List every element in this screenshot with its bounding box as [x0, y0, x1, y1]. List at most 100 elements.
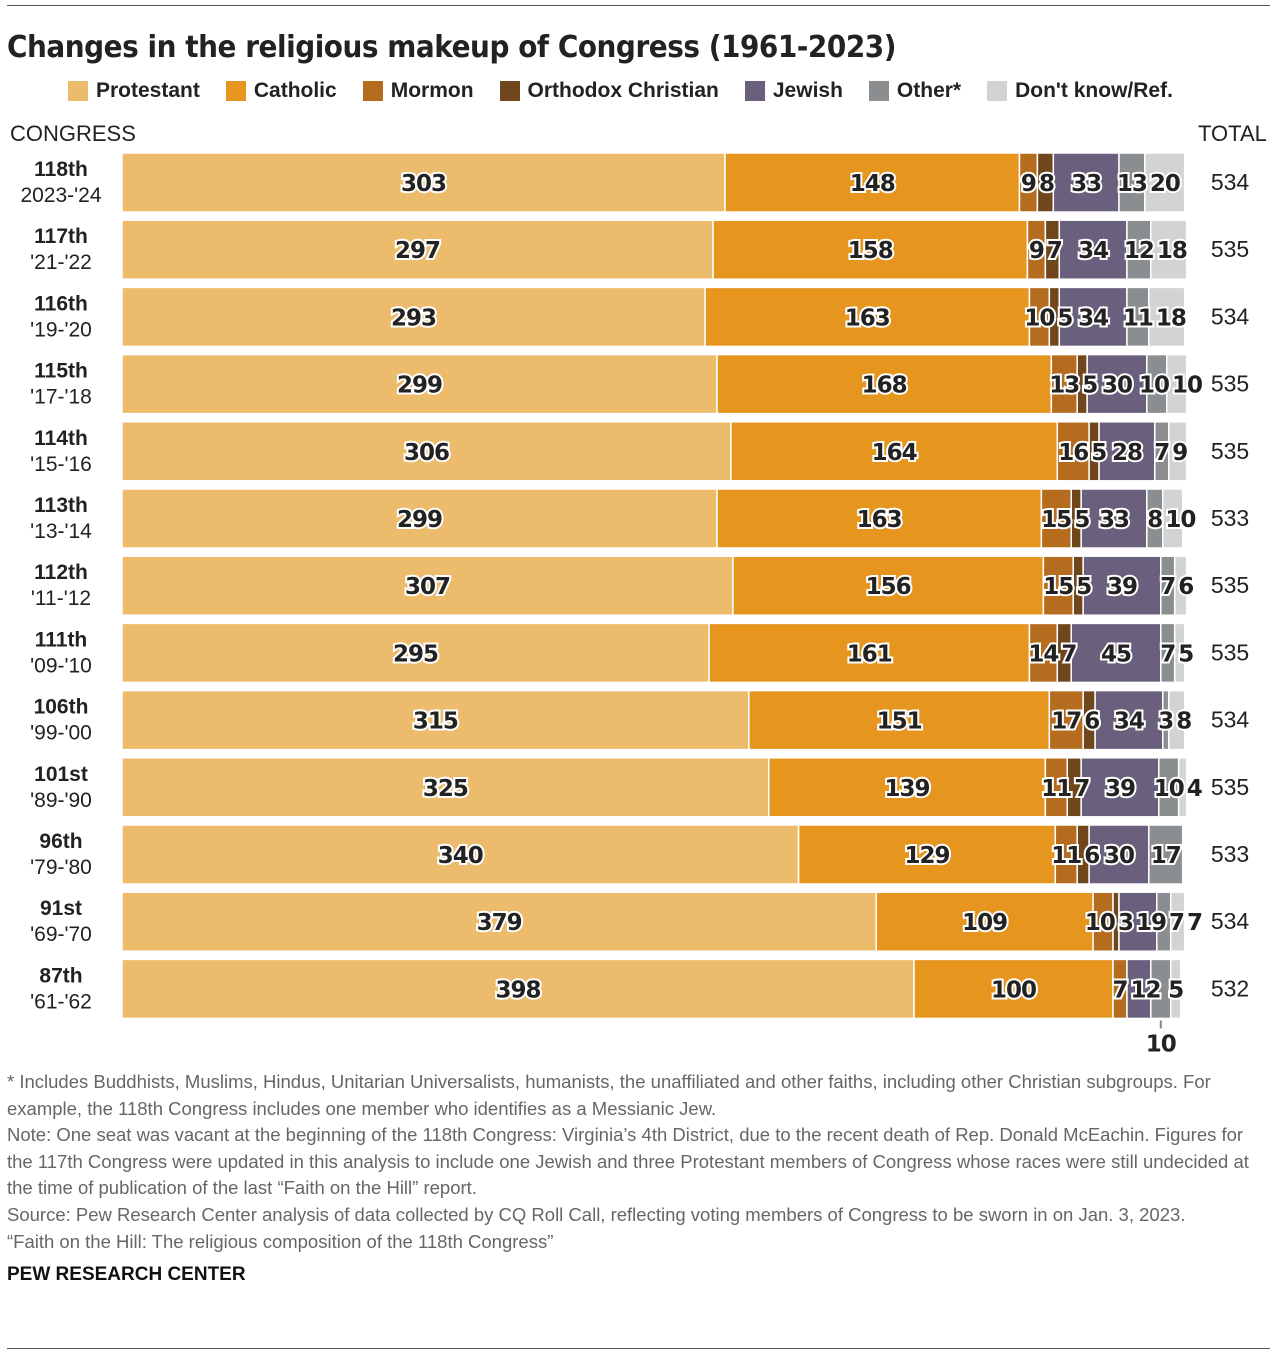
legend-item: Jewish [744, 79, 843, 103]
congress-label: 116th [34, 292, 88, 315]
congress-label: 91st [40, 897, 82, 920]
data-label: 7 [1160, 574, 1175, 600]
callout-label: 10 [1146, 1031, 1176, 1057]
data-label: 6 [1178, 574, 1193, 600]
data-label: 14 [1028, 641, 1058, 667]
data-label: 7 [1061, 641, 1076, 667]
legend-swatch [868, 81, 889, 101]
bar-segment [1058, 219, 1128, 280]
bar-segment [797, 824, 1057, 885]
footer: * Includes Buddhists, Muslims, Hindus, U… [7, 1069, 1269, 1287]
legend-label: Jewish [772, 79, 843, 102]
years-label: '11-'12 [31, 587, 91, 610]
data-label: 8 [1147, 507, 1162, 533]
data-label: 398 [496, 977, 541, 1003]
years-label: '19-'20 [30, 318, 92, 341]
legend-label: Mormon [390, 79, 474, 102]
data-label: 295 [393, 641, 438, 667]
legend: Protestant Catholic Mormon Orthodox Christi… [68, 79, 1173, 103]
years-label: '61-'62 [30, 990, 92, 1013]
total-label: 535 [1211, 572, 1249, 598]
bar-segment [121, 286, 706, 348]
bar-segment [1173, 555, 1188, 616]
bar-segment [1052, 152, 1120, 213]
footnote-note: Note: One seat was vacant at the beginni… [7, 1124, 1249, 1199]
years-label: '09-'10 [30, 654, 92, 677]
total-label: 532 [1211, 975, 1249, 1001]
top-rule [7, 5, 1270, 6]
data-label: 18 [1157, 238, 1187, 264]
data-label: 5 [1057, 305, 1072, 331]
years-label: '69-'70 [30, 923, 92, 946]
data-label: 10 [1024, 305, 1054, 331]
footnotes: * Includes Buddhists, Muslims, Hindus, U… [7, 1069, 1269, 1255]
bar-segment [121, 219, 714, 280]
congress-label: 115th [34, 360, 88, 383]
data-label: 45 [1101, 641, 1131, 667]
legend-item: Mormon [362, 79, 474, 103]
congress-label: 117th [34, 225, 88, 248]
data-label: 34 [1078, 238, 1108, 264]
data-label: 10 [1139, 373, 1169, 399]
bar-segment [1162, 488, 1184, 549]
data-label: 33 [1071, 171, 1101, 197]
data-label: 7 [1187, 910, 1202, 936]
data-label: 10 [1154, 776, 1184, 802]
data-label: 325 [423, 776, 468, 802]
bar-segment [1028, 622, 1059, 684]
bar-segment [1056, 421, 1090, 482]
data-label: 5 [1076, 574, 1091, 600]
data-label: 11 [1041, 776, 1071, 802]
bar-segment [1167, 421, 1188, 482]
total-header: TOTAL [1198, 121, 1267, 146]
total-label: 534 [1211, 303, 1250, 329]
bar-segment [1050, 353, 1078, 415]
bar-segment [1080, 488, 1148, 549]
legend-item: Other* [868, 79, 961, 103]
years-label: '99-'00 [30, 722, 92, 745]
bar-segment [1070, 622, 1162, 684]
bar-segment [1177, 757, 1188, 818]
legend-label: Don't know/Ref. [1015, 79, 1173, 102]
bar-segment [1173, 622, 1186, 684]
data-label: 12 [1124, 238, 1154, 264]
data-label: 307 [405, 574, 450, 600]
congress-label: 113th [34, 494, 88, 517]
bar-segment [748, 689, 1051, 751]
data-label: 340 [438, 843, 483, 869]
row-header: CONGRESS [10, 121, 136, 146]
data-label: 306 [404, 440, 449, 466]
data-label: 315 [413, 709, 458, 735]
bar-segment [732, 555, 1045, 616]
legend-item: Orthodox Christian [499, 79, 719, 103]
legend-swatch [499, 81, 520, 101]
data-label: 11 [1123, 305, 1153, 331]
footnote-source: Source: Pew Research Center analysis of … [7, 1203, 1186, 1225]
total-label: 535 [1211, 639, 1249, 665]
bar-segment [1040, 488, 1072, 549]
data-label: 17 [1151, 843, 1181, 869]
footnote-report: “Faith on the Hill: The religious compos… [7, 1230, 554, 1252]
legend-swatch [987, 81, 1008, 101]
data-label: 6 [1084, 709, 1099, 735]
data-label: 5 [1168, 977, 1183, 1003]
bar-segment [1048, 689, 1084, 751]
data-label: 5 [1082, 373, 1097, 399]
data-label: 164 [872, 440, 917, 466]
data-label: 7 [1169, 910, 1184, 936]
bar-segment [730, 421, 1059, 482]
bar-segment [121, 622, 710, 684]
data-label: 11 [1051, 843, 1081, 869]
data-label: 12 [1130, 977, 1160, 1003]
data-label: 15 [1041, 507, 1071, 533]
congress-label: 111th [35, 628, 88, 651]
data-label: 7 [1074, 776, 1089, 802]
data-label: 10 [1165, 507, 1195, 533]
data-label: 10 [1172, 373, 1202, 399]
total-label: 534 [1211, 707, 1250, 733]
years-label: '15-'16 [30, 453, 92, 476]
brand-label: PEW RESEARCH CENTER [7, 1264, 246, 1286]
bar-segment [1118, 891, 1158, 952]
data-label: 28 [1112, 440, 1142, 466]
data-label: 7 [1154, 440, 1169, 466]
